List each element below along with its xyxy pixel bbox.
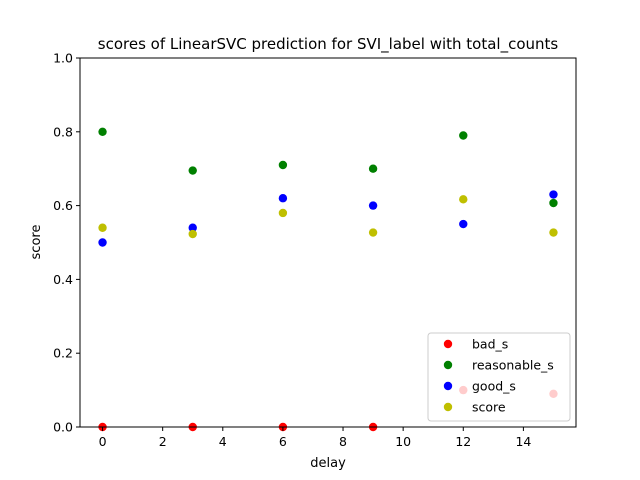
x-tick-label-4: 8 [339, 434, 347, 449]
plot-frame [79, 57, 577, 428]
x-tick-label-5: 10 [395, 434, 411, 449]
data-point-good_s-3 [368, 201, 378, 210]
data-point-reasonable_s-4 [459, 131, 468, 140]
data-point-good_s-1 [188, 223, 197, 232]
data-point-reasonable_s-0 [98, 127, 107, 136]
x-tick-label-1: 2 [159, 434, 167, 449]
data-point-good_s-5 [549, 190, 558, 199]
data-point-score-2 [278, 208, 288, 218]
legend-label-good_s: good_s [472, 379, 516, 394]
chart-title: scores of LinearSVC prediction for SVI_l… [98, 35, 559, 54]
data-point-score-0 [98, 223, 107, 232]
legend-label-reasonable_s: reasonable_s [472, 358, 554, 373]
data-point-reasonable_s-2 [278, 160, 288, 170]
x-axis: 0 2 4 6 8 10 12 14 [99, 427, 531, 449]
data-point-reasonable_s-3 [368, 164, 378, 173]
y-axis: 0.0 0.2 0.4 0.6 0.8 1.0 [53, 51, 80, 435]
x-axis-label: delay [310, 456, 346, 471]
data-point-good_s-0 [98, 238, 107, 247]
x-tick-label-2: 4 [219, 434, 227, 449]
x-tick-label-6: 12 [455, 434, 471, 449]
y-tick-label-2: 0.4 [53, 272, 73, 287]
legend-marker-bad_s [443, 339, 453, 349]
plot-area [79, 57, 577, 432]
data-point-score-1 [188, 229, 197, 239]
y-tick-label-5: 1.0 [53, 51, 73, 66]
y-axis-label: score [29, 225, 44, 260]
data-point-good_s-2 [278, 194, 288, 203]
y-tick-label-0: 0.0 [53, 420, 73, 435]
legend-label-score: score [472, 400, 506, 415]
legend-marker-reasonable_s [443, 360, 453, 370]
data-point-score-5 [549, 228, 558, 237]
data-point-reasonable_s-1 [188, 166, 197, 175]
legend-label-bad_s: bad_s [472, 337, 508, 352]
y-tick-label-4: 0.8 [53, 124, 73, 139]
data-point-good_s-4 [459, 219, 468, 229]
legend-box [427, 332, 571, 422]
y-tick-label-3: 0.6 [53, 198, 73, 213]
y-tick-label-1: 0.2 [53, 346, 73, 361]
legend-marker-good_s [443, 381, 453, 391]
x-tick-label-7: 14 [515, 434, 531, 449]
data-point-score-4 [459, 195, 468, 204]
x-tick-label-0: 0 [99, 434, 107, 449]
legend-marker-score [443, 402, 453, 412]
x-tick-label-3: 6 [279, 434, 287, 449]
data-point-score-3 [368, 228, 378, 237]
data-point-reasonable_s-5 [549, 198, 558, 208]
